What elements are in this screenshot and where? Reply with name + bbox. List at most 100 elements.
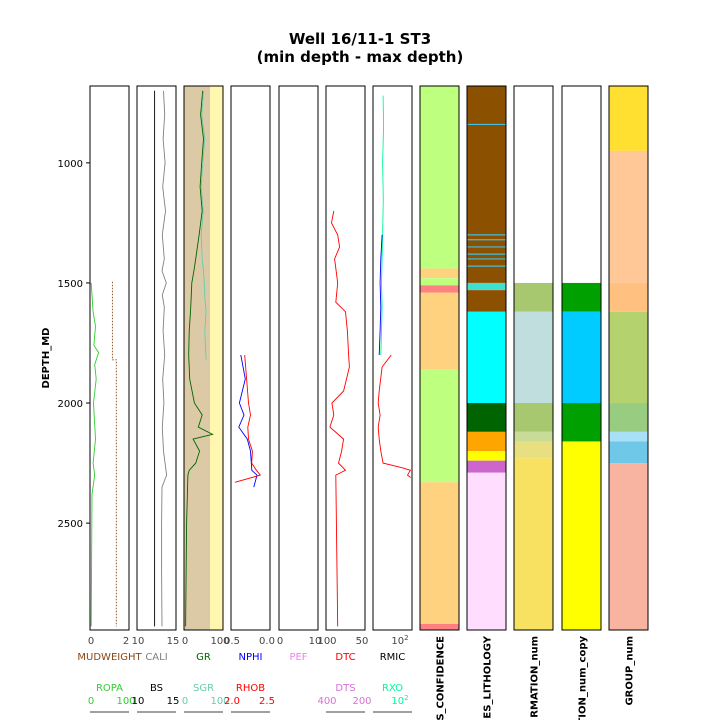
lith-block — [420, 369, 459, 483]
chart-subtitle: (min depth - max depth) — [257, 48, 464, 66]
scale-min-label: 0 — [277, 636, 283, 647]
curve-gr — [185, 90, 214, 627]
track-frame — [372, 85, 413, 631]
depth-axis: DEPTH_MD 1000 1500 2000 2500 — [41, 159, 90, 530]
chart-title: Well 16/11-1 ST3 — [289, 30, 431, 48]
scale-max-label: 50 — [356, 636, 369, 647]
lith-track-frame — [419, 85, 460, 631]
lith-block — [609, 431, 648, 442]
lith-block — [609, 403, 648, 432]
track-frame — [89, 85, 130, 631]
track-frame — [325, 85, 366, 631]
lith-track-label: GROUP_num — [625, 636, 636, 706]
lith-track-frame — [466, 85, 507, 631]
lith-block — [420, 292, 459, 370]
curve-name-rhob: RHOB — [236, 683, 265, 694]
scale-min-label: 2.0 — [224, 696, 240, 707]
lith-block — [467, 290, 506, 312]
curve-dtc — [329, 210, 350, 627]
curve-name-cali: CALI — [145, 652, 167, 663]
scale-min-label: 10 — [132, 696, 145, 707]
y-tick-label: 2500 — [58, 519, 83, 530]
curve-name-sgr: SGR — [193, 683, 214, 694]
lith-block — [467, 282, 506, 291]
scale-min-label: 0 — [182, 696, 188, 707]
lith-block — [562, 441, 601, 630]
lith-block — [420, 482, 459, 624]
scale-tick-label: 102 — [391, 634, 408, 647]
lith-block — [609, 441, 648, 464]
curve-sgr — [200, 90, 207, 360]
lith-track-label: ES_LITHOLOGY — [483, 635, 494, 718]
lith-block — [467, 460, 506, 473]
lith-block — [562, 86, 601, 283]
curve-rhob — [234, 354, 262, 483]
scale-max-label: 10 — [309, 636, 322, 647]
lith-block — [467, 431, 506, 452]
curve-name-bs: BS — [150, 683, 163, 694]
y-tick-label: 1000 — [58, 159, 83, 170]
y-tick-label: 2000 — [58, 399, 83, 410]
curve-rxo — [380, 95, 385, 356]
lith-track-frame — [513, 85, 554, 631]
scale-tick-label: 102 — [391, 694, 408, 707]
lith-block — [420, 285, 459, 293]
curve-name-dtc: DTC — [335, 652, 355, 663]
scale-max-label: 15 — [167, 696, 180, 707]
scale-max-label: 200 — [352, 696, 371, 707]
lith-block — [609, 86, 648, 151]
lith-block — [609, 282, 648, 312]
gr-sand-fill — [210, 86, 223, 630]
lith-block — [467, 403, 506, 432]
scale-min-label: 0 — [182, 636, 188, 647]
lith-block — [420, 86, 459, 269]
curve-deep — [378, 234, 383, 356]
y-axis-label: DEPTH_MD — [41, 328, 52, 389]
curve-name-dts: DTS — [335, 683, 355, 694]
scale-max-label: 100 — [210, 636, 229, 647]
curve-red — [377, 354, 412, 478]
scale-min-label: 10 — [132, 636, 145, 647]
curve-name-rmic: RMIC — [380, 652, 406, 663]
lith-block — [514, 311, 553, 404]
lith-block — [420, 278, 459, 286]
lith-block — [562, 282, 601, 312]
lith-track-label: S_CONFIDENCE — [436, 636, 447, 720]
scale-max-label: 100 — [116, 696, 135, 707]
curve-name-rxo: RXO — [382, 683, 403, 694]
lith-block — [562, 403, 601, 442]
lith-block — [609, 150, 648, 283]
log-tracks — [89, 85, 649, 631]
curve-name-gr: GR — [196, 652, 211, 663]
scale-min-label: 100 — [317, 636, 336, 647]
lith-block — [514, 403, 553, 432]
track-frame — [278, 85, 319, 631]
lith-block — [420, 623, 459, 630]
lith-block — [609, 463, 648, 630]
lith-block — [514, 86, 553, 283]
track-frame — [230, 85, 271, 631]
lith-track-frame — [561, 85, 602, 631]
scale-max-label: 2 — [123, 636, 129, 647]
curve-name-nphi: NPHI — [239, 652, 263, 663]
y-tick-label: 1500 — [58, 279, 83, 290]
scale-max-label: 2.5 — [259, 696, 275, 707]
lith-block — [514, 441, 553, 459]
lith-track-frame — [608, 85, 649, 631]
lith-block — [514, 282, 553, 312]
scale-min-label: 400 — [317, 696, 336, 707]
lith-track-label: RMATION_num — [530, 636, 541, 718]
lith-block — [467, 451, 506, 461]
scale-min-label: 0 — [88, 696, 94, 707]
curve-name-mudweight: MUDWEIGHT — [77, 652, 142, 663]
curve-nphi — [238, 354, 258, 488]
scale-max-label: 100 — [210, 696, 229, 707]
lith-block — [562, 311, 601, 404]
lith-block — [467, 86, 506, 283]
curve-name-pef: PEF — [289, 652, 307, 663]
scale-max-label: 15 — [167, 636, 180, 647]
curve-cali — [161, 90, 168, 627]
lith-block — [467, 472, 506, 630]
